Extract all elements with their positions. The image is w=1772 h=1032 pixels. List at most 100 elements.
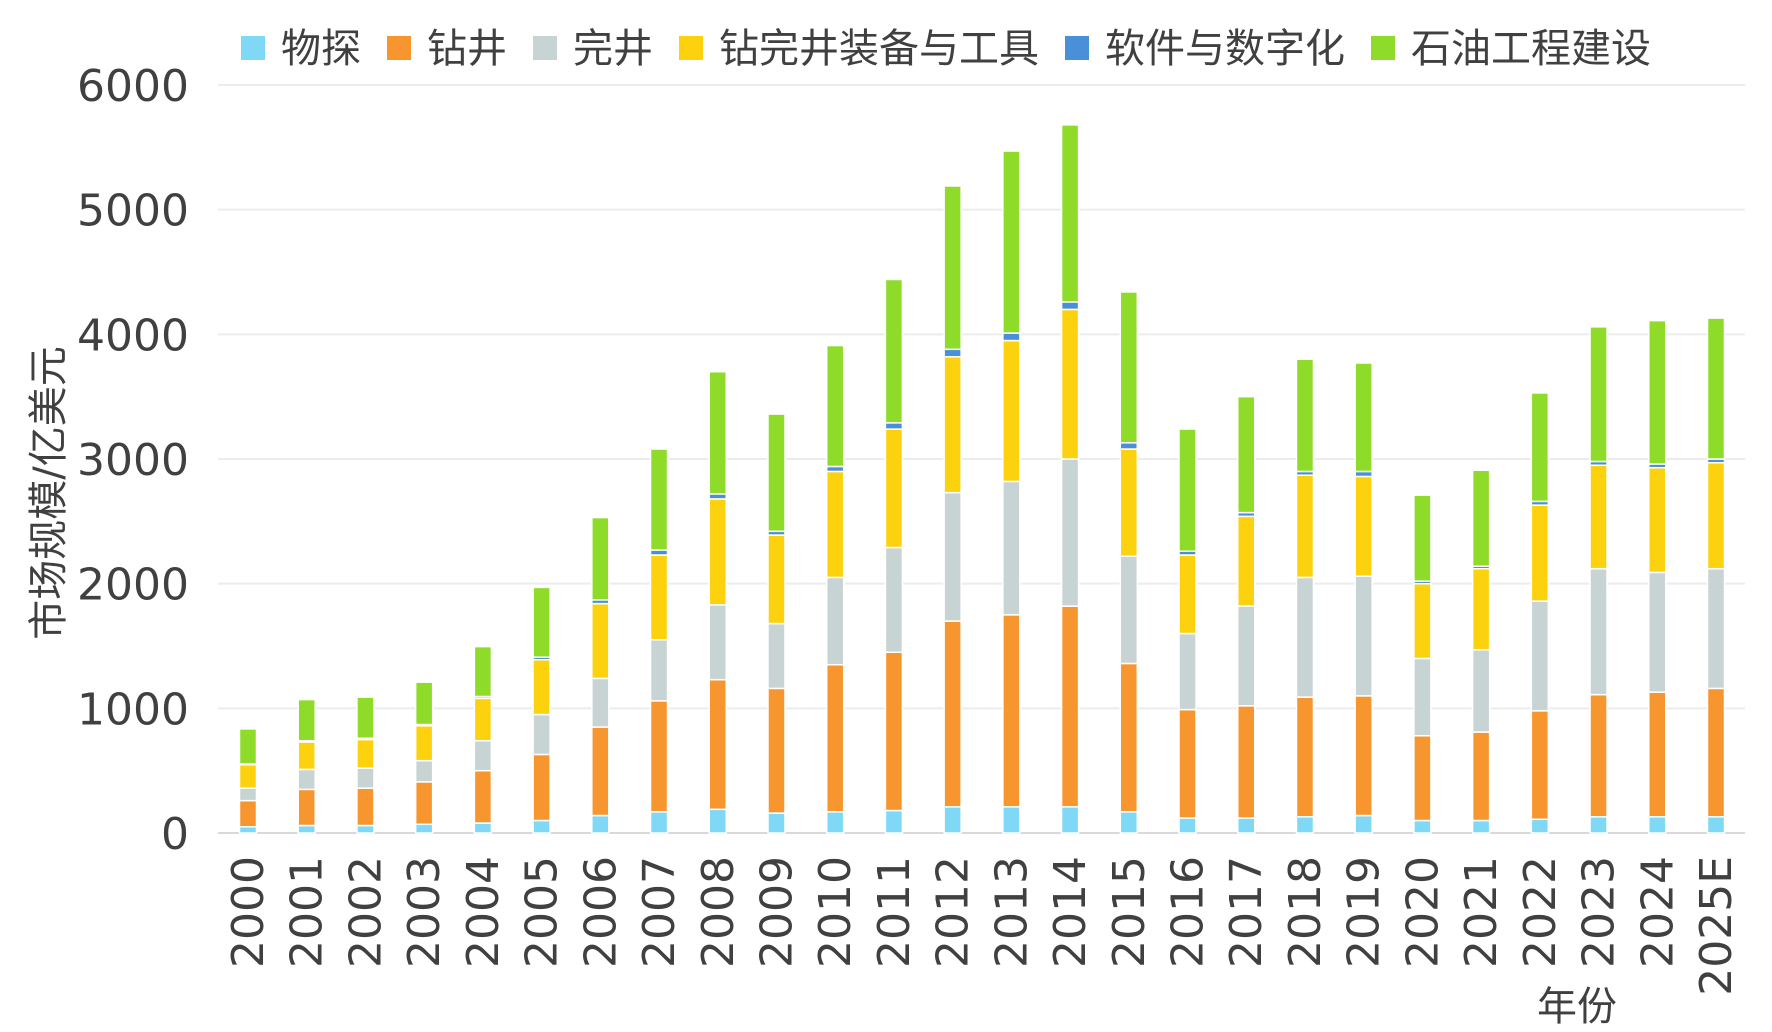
y-tick-label: 4000 — [77, 310, 189, 361]
x-axis-label: 年份 — [1537, 984, 1617, 1030]
bar-segment — [1060, 124, 1080, 303]
y-tick-label: 2000 — [77, 560, 189, 611]
x-tick-label: 2004 — [458, 856, 509, 968]
bar-segment — [1413, 582, 1432, 660]
bar-segment — [1648, 571, 1667, 693]
x-tick-label: 2008 — [693, 856, 744, 968]
bar-segment — [708, 498, 728, 606]
bar-segment — [473, 645, 493, 698]
bar-segment — [1236, 605, 1256, 707]
bar-segment — [1471, 819, 1491, 834]
bar-segment — [1002, 339, 1021, 483]
bar-segment — [1471, 648, 1491, 733]
bar-segment — [1002, 332, 1021, 342]
legend-item: 物探 — [241, 26, 361, 72]
bar-segment — [1530, 504, 1550, 602]
bar-segment — [1178, 428, 1197, 553]
bar-segment — [943, 806, 962, 834]
x-tick-label: 2019 — [1339, 856, 1390, 968]
x-tick-label: 2023 — [1574, 856, 1625, 968]
legend-swatch — [387, 36, 411, 60]
x-tick-label: 2015 — [1104, 856, 1155, 968]
bar-segment — [708, 370, 728, 495]
legend-swatch — [1065, 36, 1089, 60]
x-tick-label: 2009 — [751, 856, 802, 968]
bar-segment — [1119, 442, 1139, 450]
bar-segment — [1530, 710, 1550, 821]
y-axis-label: 市场规模/亿美元 — [26, 346, 72, 639]
x-tick-label: 2012 — [928, 856, 979, 968]
x-tick-label: 2007 — [634, 856, 685, 968]
bar-segment — [532, 819, 551, 834]
bar-segment — [1060, 301, 1080, 311]
bar-segment — [708, 808, 728, 834]
x-tick-label: 2022 — [1515, 856, 1566, 968]
bar-segment — [591, 677, 610, 728]
bar-segment — [649, 448, 669, 551]
bar-segment — [1060, 458, 1080, 607]
bar-segment — [591, 516, 610, 601]
bar-segment — [767, 687, 786, 814]
bar-segment — [767, 812, 786, 834]
bar-segment — [591, 726, 610, 817]
bar-segment — [297, 698, 316, 742]
legend-item: 完井 — [533, 26, 653, 72]
bar-segment — [1648, 816, 1667, 834]
legend-label: 软件与数字化 — [1105, 26, 1345, 72]
bar-segment — [473, 697, 493, 742]
x-tick-label: 2014 — [1045, 856, 1096, 968]
bar-segment — [1706, 567, 1726, 690]
legend-item: 钻完井装备与工具 — [679, 26, 1039, 72]
bar-segment — [297, 741, 316, 771]
bar-segment — [473, 769, 493, 824]
bar-segment — [1178, 708, 1197, 819]
bar-segment — [1295, 576, 1315, 698]
bar-segment — [1119, 662, 1139, 813]
x-tick-label: 2005 — [517, 856, 568, 968]
bar-segment — [1236, 817, 1256, 834]
x-tick-label: 2003 — [399, 856, 450, 968]
bar-segment — [532, 713, 551, 756]
legend-label: 物探 — [281, 26, 361, 72]
bar-segment — [1295, 358, 1315, 473]
bar-segment — [884, 809, 904, 834]
bar-segment — [1648, 319, 1667, 465]
bar-segment — [1413, 819, 1432, 834]
bar-segment — [1589, 567, 1608, 696]
bar-segment — [825, 811, 845, 834]
bar-segment — [884, 428, 904, 549]
bar-segment — [649, 700, 669, 813]
bar-segment — [649, 554, 669, 641]
y-tick-label: 6000 — [77, 61, 189, 112]
bar-segment — [532, 658, 551, 716]
x-tick-label: 2016 — [1163, 856, 1214, 968]
bar-segment — [1354, 695, 1373, 817]
bar-segment — [1589, 816, 1608, 834]
x-tick-label: 2011 — [869, 856, 920, 968]
bar-segment — [414, 759, 434, 783]
bar-segment — [943, 491, 962, 622]
bar-segment — [708, 678, 728, 811]
bar-segment — [1354, 814, 1373, 834]
bar-segment — [1413, 657, 1432, 737]
bar-segment — [943, 356, 962, 494]
bar-segment — [884, 546, 904, 653]
bar-segment — [591, 602, 610, 680]
y-tick-label: 0 — [161, 809, 189, 860]
bar-segment — [356, 787, 375, 827]
x-tick-label: 2006 — [575, 856, 626, 968]
bar-segment — [649, 811, 669, 834]
x-tick-label: 2002 — [340, 856, 391, 968]
bar-segment — [238, 787, 258, 802]
bar-segment — [1354, 575, 1373, 697]
bar-segment — [1530, 818, 1550, 834]
bar-segment — [297, 788, 316, 827]
legend-swatch — [679, 36, 703, 60]
bar-segment — [1706, 317, 1726, 460]
bar-segment — [238, 799, 258, 828]
gridlines — [218, 84, 1745, 834]
bar-segment — [1413, 494, 1432, 582]
x-tick-label: 2013 — [986, 856, 1037, 968]
x-axis-ticks: 2000 2001 2002 2003 2004 2005 2006 2007 2008 2009… — [223, 856, 1742, 996]
